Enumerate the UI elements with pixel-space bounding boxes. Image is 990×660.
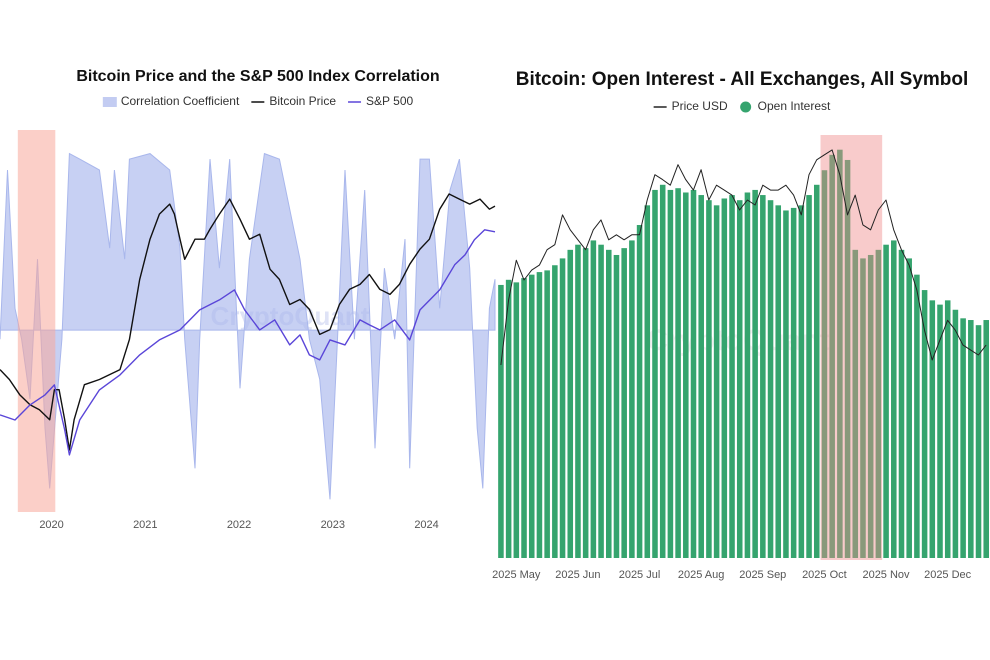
highlight-region [17,130,56,512]
oi-bar [937,304,943,558]
x-tick-label: 2025 Aug [678,569,725,581]
oi-bar [590,240,597,558]
oi-bar [744,192,751,558]
oi-bar [798,205,805,558]
oi-bar [582,248,589,559]
x-tick-label: 2025 Sep [739,569,786,581]
legend-label: S&P 500 [366,94,413,108]
oi-bar [852,249,859,558]
oi-bar [844,159,851,558]
oi-bar [806,195,812,558]
oi-bar [675,188,681,558]
oi-bar [544,270,550,558]
oi-bar [552,265,558,558]
x-tick-label: 2025 Dec [924,569,972,581]
oi-bar [829,154,835,558]
oi-bar [914,274,920,558]
price-line [500,149,987,366]
price-line [0,229,496,456]
oi-bar [498,284,504,558]
oi-bar [867,254,874,558]
oi-bar [960,318,966,558]
x-tick-label: 2025 Jun [555,569,600,581]
oi-bar [644,205,651,558]
x-tick-label: 2022 [227,519,251,531]
legend-swatch [740,101,752,113]
oi-bar [683,192,689,558]
oi-bar [921,290,928,558]
x-tick-label: 2025 Oct [802,569,847,581]
oi-bar [883,244,889,559]
oi-bar [975,325,982,558]
oi-bar [898,249,905,558]
oi-bar [690,189,697,559]
oi-bar [567,249,574,558]
oi-bar [837,149,843,559]
x-tick-label: 2023 [321,519,345,531]
oi-bar [713,205,720,558]
oi-bar [698,195,704,558]
oi-bar [598,244,604,559]
legend-label: Price USD [672,99,728,113]
oi-bar [629,240,635,558]
oi-bar [513,282,520,558]
oi-bar [613,254,620,558]
oi-bar [706,200,712,558]
oi-bar [729,195,735,558]
oi-bar [891,240,897,558]
oi-bar [775,205,782,558]
oi-bar [783,210,789,559]
oi-bar [906,258,912,558]
oi-bar [621,248,627,559]
oi-bar [860,258,866,558]
oi-bar [521,278,527,558]
oi-bar [605,249,612,558]
oi-bar [929,300,936,558]
legend-swatch [102,97,117,107]
x-tick-label: 2020 [39,519,63,531]
oi-bar [505,279,512,558]
legend-label: Correlation Coefficient [121,94,240,108]
oi-bar [667,189,674,559]
chart-title: Bitcoin: Open Interest - All Exchanges, … [516,69,969,90]
x-tick-label: 2025 Jul [619,569,661,581]
oi-bar [659,184,666,558]
oi-bar [575,244,581,559]
x-tick-label: 2021 [133,519,157,531]
oi-bar [790,207,797,558]
oi-bar [875,249,882,558]
oi-bar [559,258,566,558]
x-tick-label: 2024 [414,519,438,531]
oi-bar [528,274,535,558]
oi-bar [636,225,643,559]
oi-bar [721,198,728,559]
oi-bar [813,184,820,558]
x-tick-label: 2025 Nov [862,569,910,581]
oi-bar [983,320,989,558]
oi-bar [736,200,743,558]
legend-label: Bitcoin Price [269,94,336,108]
oi-bar [944,300,951,558]
oi-bar [821,170,828,558]
oi-bar [760,195,766,558]
oi-bar [968,320,974,558]
x-tick-label: 2025 May [492,569,541,581]
chart-title: Bitcoin Price and the S&P 500 Index Corr… [76,68,439,85]
highlight-region [820,135,883,560]
oi-bar [767,200,774,558]
oi-bar [536,272,543,558]
price-line [0,193,496,451]
oi-bar [752,189,758,559]
oi-bar [652,189,658,559]
oi-bar [952,309,959,558]
legend-label: Open Interest [758,99,831,113]
